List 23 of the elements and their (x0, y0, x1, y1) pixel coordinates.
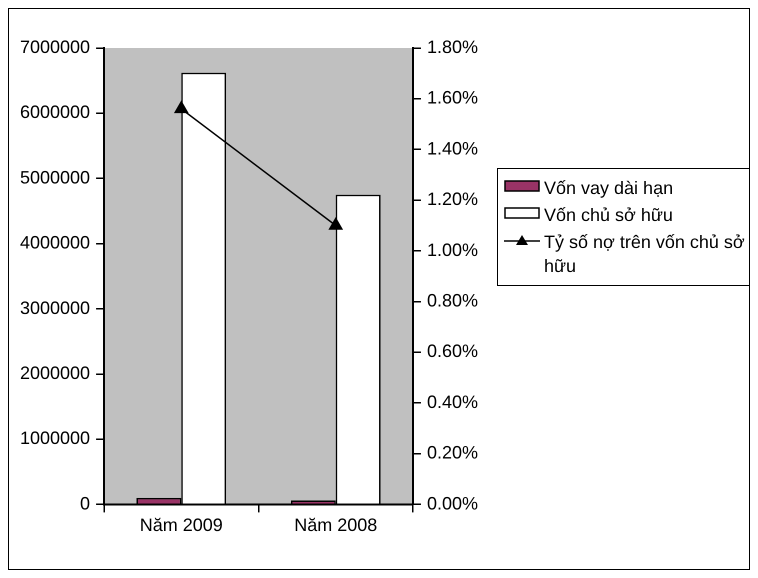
y-tick-label: 1000000 (20, 428, 90, 448)
y2-tick-label: 1.20% (426, 189, 478, 210)
y2-tick-label: 0.20% (426, 442, 478, 463)
x-tick-label: Năm 2009 (140, 515, 223, 536)
y-tick-label: 3000000 (20, 298, 90, 318)
x-tick-label: Năm 2008 (294, 515, 378, 536)
y2-tick-label: 0.40% (426, 392, 478, 412)
y2-tick-label: 1.60% (426, 88, 478, 108)
y-tick-label: 6000000 (20, 102, 90, 122)
legend-label: Tỷ số nợ trên vốn chủ sở hữu (544, 231, 746, 278)
y2-tick-label: 1.40% (426, 138, 478, 158)
y-tick-label: 0 (80, 493, 90, 514)
y2-tick-label: 1.80% (426, 36, 478, 57)
y2-tick-label: 1.00% (426, 240, 478, 260)
legend-label: Vốn vay dài hạn (544, 177, 674, 200)
y-tick-label: 2000000 (20, 362, 90, 383)
y-tick-label: 5000000 (20, 167, 90, 188)
y2-tick-label: 0.80% (426, 290, 478, 311)
y-tick-label: 7000000 (20, 36, 90, 57)
legend-label: Vốn chủ sở hữu (544, 204, 673, 227)
y-tick-label: 4000000 (20, 232, 90, 253)
y2-tick-label: 0.60% (426, 341, 478, 362)
y2-tick-label: 0.00% (426, 493, 478, 514)
